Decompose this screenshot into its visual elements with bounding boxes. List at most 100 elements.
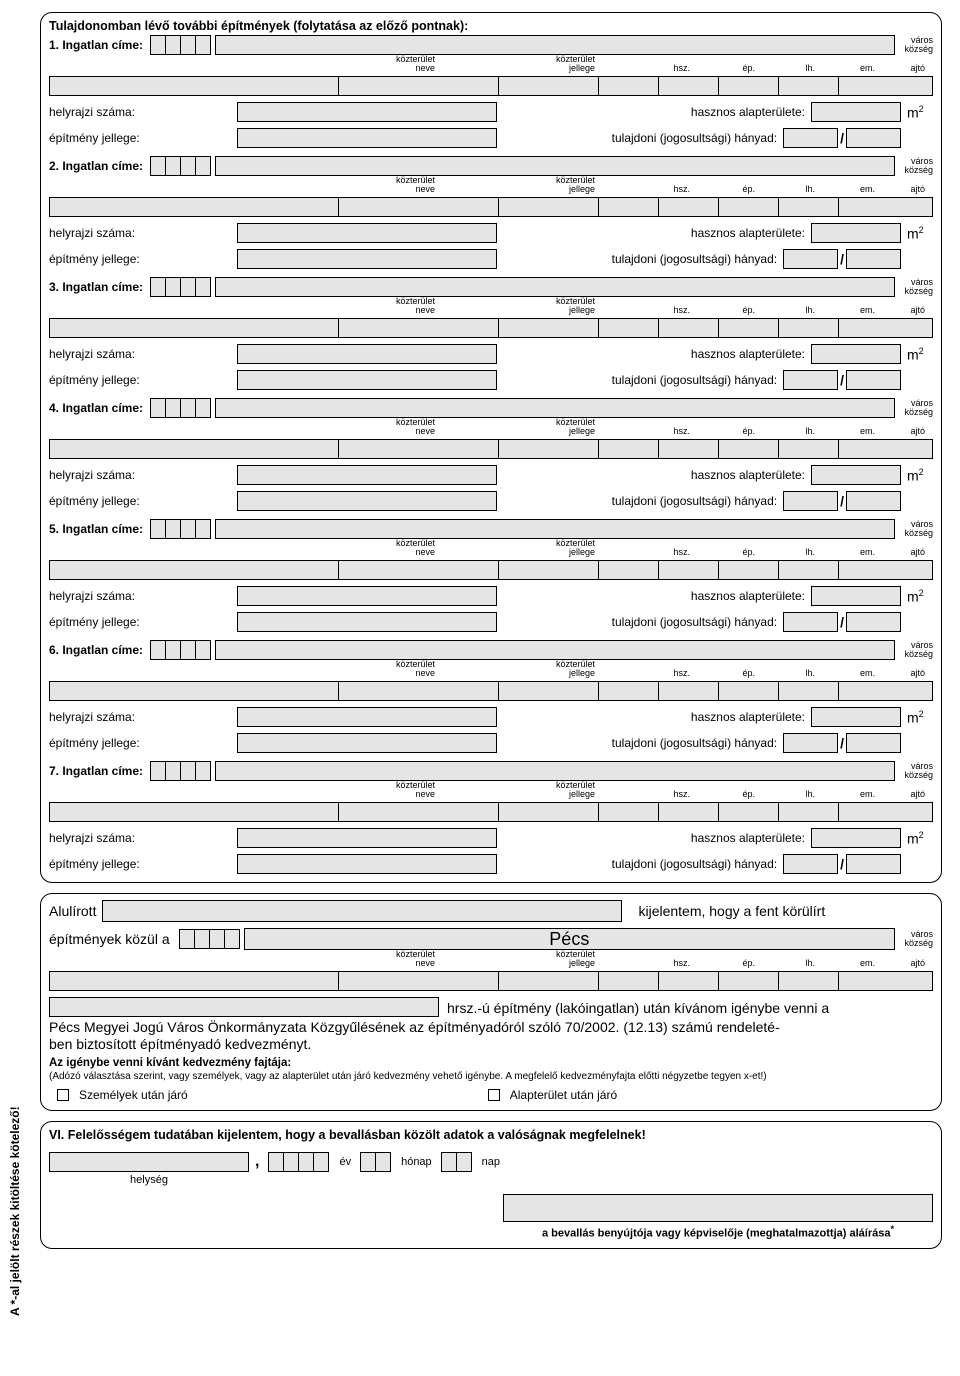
street-segment[interactable] xyxy=(839,76,933,96)
checkbox-persons[interactable] xyxy=(57,1089,69,1101)
zip-cells[interactable] xyxy=(151,519,211,539)
street-segment[interactable] xyxy=(659,76,719,96)
street-segment[interactable] xyxy=(49,197,339,217)
street-segment[interactable] xyxy=(779,197,839,217)
street-segment[interactable] xyxy=(659,971,719,991)
street-segment[interactable] xyxy=(339,76,499,96)
declarant-name-field[interactable] xyxy=(102,900,622,922)
hanyad-num-field[interactable] xyxy=(783,249,838,269)
hanyad-num-field[interactable] xyxy=(783,491,838,511)
helyrajzi-field[interactable] xyxy=(237,828,497,848)
area-field[interactable] xyxy=(811,828,901,848)
street-segment[interactable] xyxy=(49,560,339,580)
street-segment[interactable] xyxy=(659,318,719,338)
helyrajzi-field[interactable] xyxy=(237,102,497,122)
street-segment[interactable] xyxy=(49,76,339,96)
street-segment[interactable] xyxy=(339,681,499,701)
month-cells[interactable] xyxy=(361,1152,391,1172)
street-segment[interactable] xyxy=(839,197,933,217)
street-segment[interactable] xyxy=(719,681,779,701)
street-segment[interactable] xyxy=(719,971,779,991)
street-segment[interactable] xyxy=(779,802,839,822)
city-field[interactable] xyxy=(215,35,895,55)
street-segment[interactable] xyxy=(719,318,779,338)
epitmeny-field[interactable] xyxy=(237,612,497,632)
area-field[interactable] xyxy=(811,102,901,122)
street-segment[interactable] xyxy=(599,681,659,701)
hanyad-den-field[interactable] xyxy=(846,370,901,390)
street-segment[interactable] xyxy=(659,802,719,822)
street-segment[interactable] xyxy=(839,681,933,701)
hrsz-field[interactable] xyxy=(49,997,439,1017)
street-segment[interactable] xyxy=(779,439,839,459)
helyrajzi-field[interactable] xyxy=(237,465,497,485)
city-field[interactable] xyxy=(215,398,895,418)
hanyad-den-field[interactable] xyxy=(846,491,901,511)
area-field[interactable] xyxy=(811,586,901,606)
street-segment[interactable] xyxy=(499,560,599,580)
street-segment[interactable] xyxy=(839,560,933,580)
zip-cells[interactable] xyxy=(151,35,211,55)
zip-cells[interactable] xyxy=(151,640,211,660)
street-segment[interactable] xyxy=(839,439,933,459)
street-segment[interactable] xyxy=(49,439,339,459)
city-field[interactable] xyxy=(215,277,895,297)
street-segment[interactable] xyxy=(719,76,779,96)
street-segment[interactable] xyxy=(499,439,599,459)
helyrajzi-field[interactable] xyxy=(237,223,497,243)
street-segment[interactable] xyxy=(339,560,499,580)
area-field[interactable] xyxy=(811,223,901,243)
street-segment[interactable] xyxy=(779,560,839,580)
hanyad-den-field[interactable] xyxy=(846,854,901,874)
street-segment[interactable] xyxy=(719,802,779,822)
street-segment[interactable] xyxy=(599,802,659,822)
decl-city-field[interactable]: Pécs xyxy=(244,928,895,950)
signature-field[interactable] xyxy=(503,1194,933,1222)
street-segment[interactable] xyxy=(499,318,599,338)
decl-zip[interactable] xyxy=(180,929,240,949)
hanyad-num-field[interactable] xyxy=(783,854,838,874)
checkbox-area[interactable] xyxy=(488,1089,500,1101)
hanyad-den-field[interactable] xyxy=(846,733,901,753)
street-segment[interactable] xyxy=(339,318,499,338)
hanyad-num-field[interactable] xyxy=(783,733,838,753)
area-field[interactable] xyxy=(811,344,901,364)
zip-cells[interactable] xyxy=(151,277,211,297)
street-segment[interactable] xyxy=(499,681,599,701)
street-segment[interactable] xyxy=(839,318,933,338)
street-segment[interactable] xyxy=(339,197,499,217)
zip-cells[interactable] xyxy=(151,761,211,781)
street-segment[interactable] xyxy=(339,439,499,459)
zip-cells[interactable] xyxy=(151,398,211,418)
epitmeny-field[interactable] xyxy=(237,491,497,511)
street-segment[interactable] xyxy=(599,197,659,217)
street-segment[interactable] xyxy=(499,76,599,96)
street-segment[interactable] xyxy=(719,197,779,217)
street-segment[interactable] xyxy=(339,802,499,822)
street-segment[interactable] xyxy=(499,197,599,217)
area-field[interactable] xyxy=(811,707,901,727)
hanyad-num-field[interactable] xyxy=(783,128,838,148)
street-segment[interactable] xyxy=(499,971,599,991)
street-segment[interactable] xyxy=(599,439,659,459)
year-cells[interactable] xyxy=(269,1152,329,1172)
street-segment[interactable] xyxy=(339,971,499,991)
street-segment[interactable] xyxy=(49,971,339,991)
place-field[interactable] xyxy=(49,1152,249,1172)
city-field[interactable] xyxy=(215,761,895,781)
hanyad-num-field[interactable] xyxy=(783,370,838,390)
city-field[interactable] xyxy=(215,519,895,539)
street-segment[interactable] xyxy=(659,197,719,217)
street-segment[interactable] xyxy=(49,318,339,338)
epitmeny-field[interactable] xyxy=(237,128,497,148)
street-segment[interactable] xyxy=(779,681,839,701)
street-segment[interactable] xyxy=(719,560,779,580)
hanyad-num-field[interactable] xyxy=(783,612,838,632)
street-segment[interactable] xyxy=(719,439,779,459)
street-segment[interactable] xyxy=(839,971,933,991)
hanyad-den-field[interactable] xyxy=(846,249,901,269)
epitmeny-field[interactable] xyxy=(237,854,497,874)
hanyad-den-field[interactable] xyxy=(846,612,901,632)
street-segment[interactable] xyxy=(779,318,839,338)
street-segment[interactable] xyxy=(599,971,659,991)
